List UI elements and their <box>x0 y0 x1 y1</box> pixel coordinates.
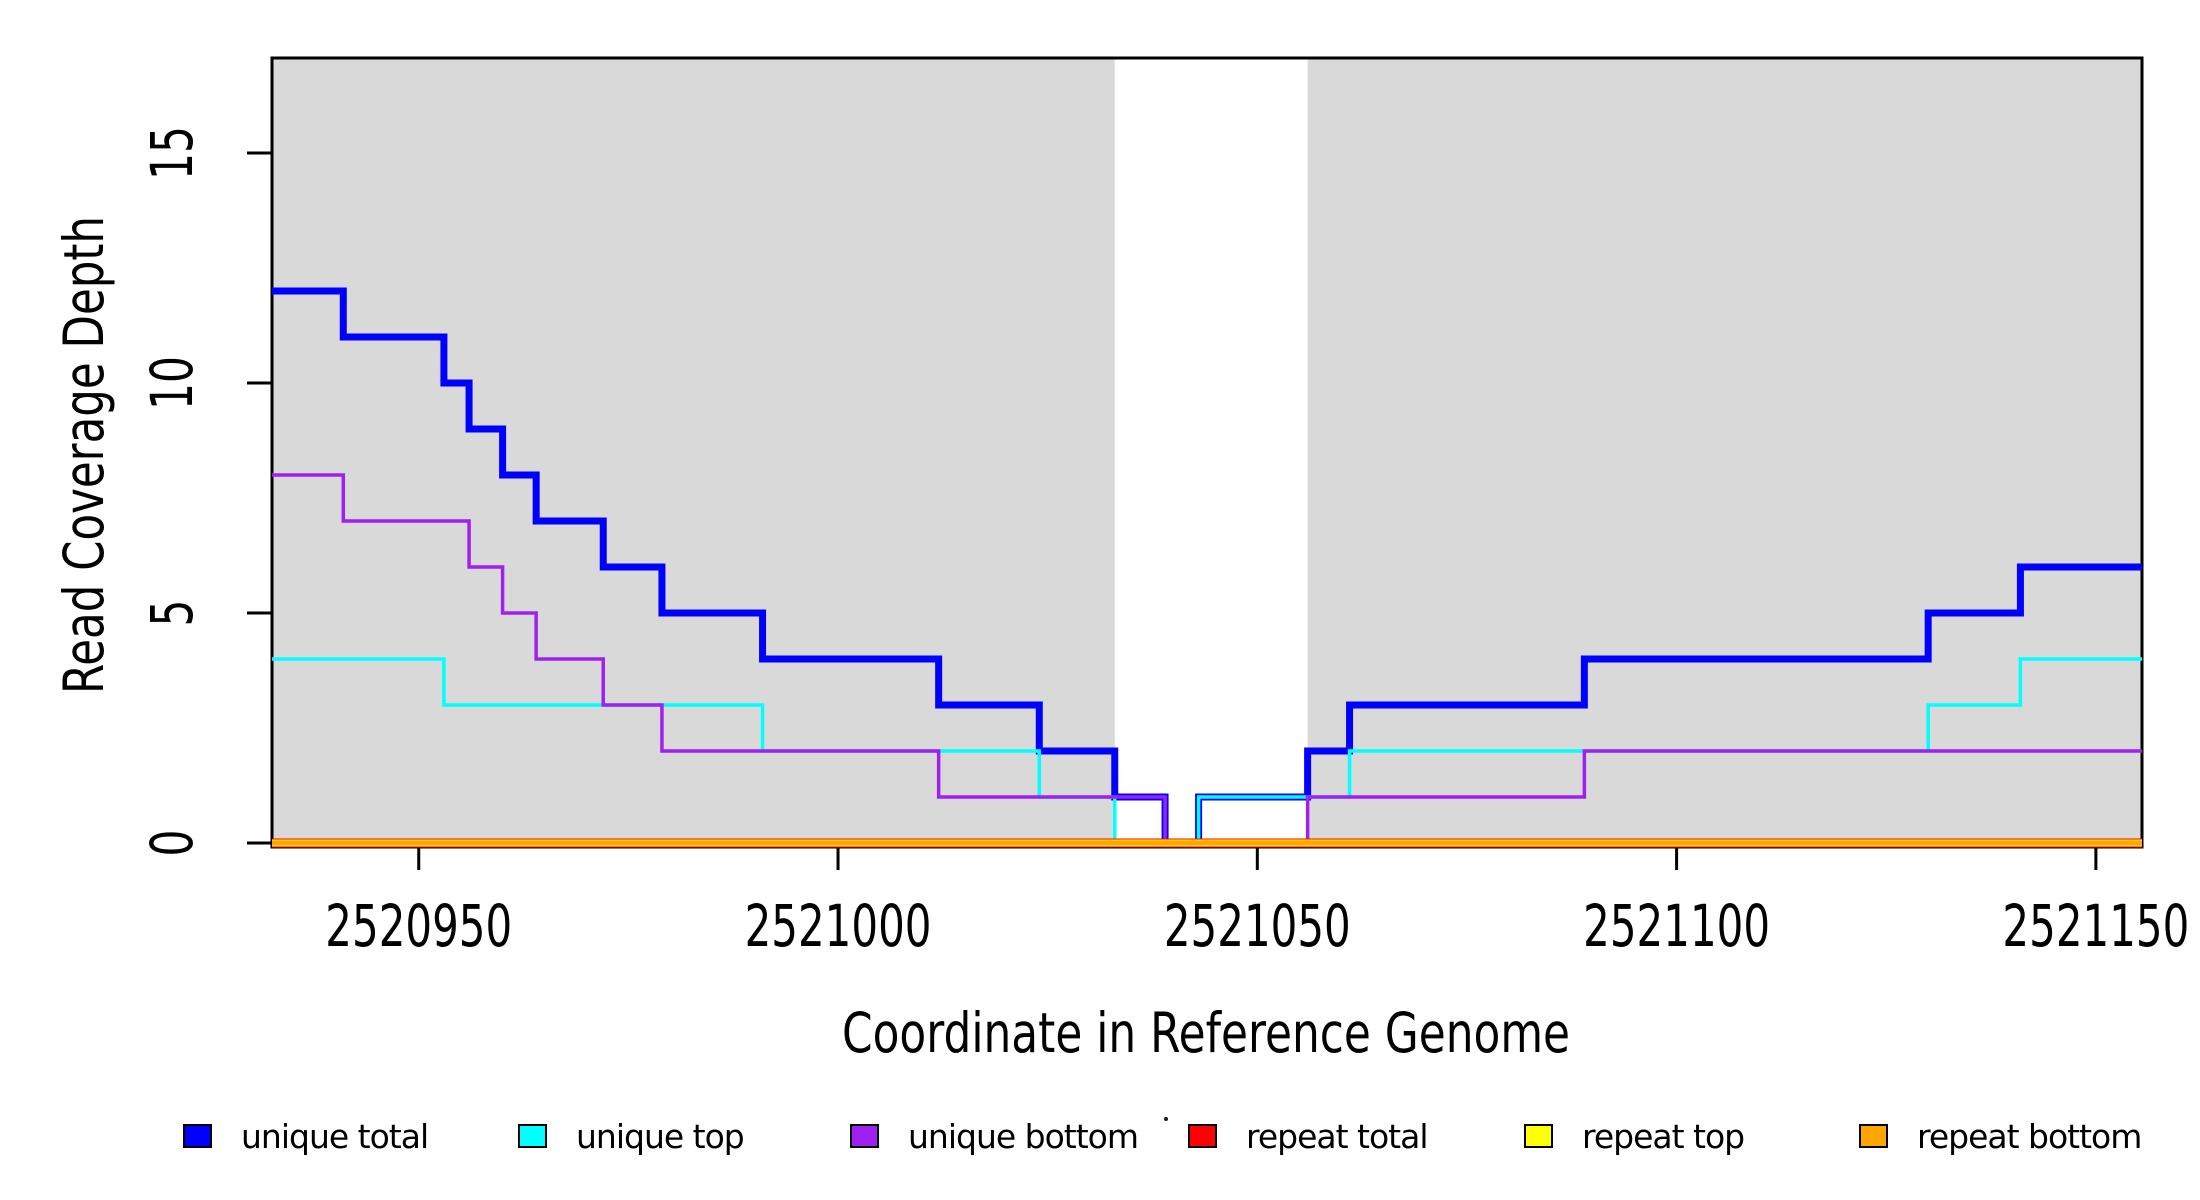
legend-label: unique total <box>241 1116 429 1156</box>
y-tick-label: 15 <box>138 126 206 180</box>
legend-item-unique-top: unique top <box>518 1116 745 1156</box>
x-tick-label: 2521050 <box>1164 892 1351 960</box>
legend-label: unique bottom <box>908 1116 1139 1156</box>
stray-mark <box>1164 1117 1168 1121</box>
x-tick-label: 2521150 <box>2002 892 2189 960</box>
legend-swatch-unique-total <box>183 1124 212 1148</box>
y-tick-label: 10 <box>138 356 206 410</box>
legend-label: repeat bottom <box>1917 1116 2142 1156</box>
x-tick-label: 2520950 <box>325 892 512 960</box>
legend-swatch-unique-top <box>518 1124 547 1148</box>
shaded-region <box>272 58 1115 843</box>
legend-label: repeat total <box>1246 1116 1429 1156</box>
legend-item-repeat-top: repeat top <box>1524 1116 1745 1156</box>
axes: 2520950 2521000 2521050 2521100 2521150 0 5 10 1… <box>138 126 2189 960</box>
series-unique-total <box>272 287 2142 847</box>
x-tick-label: 2521000 <box>745 892 932 960</box>
legend-item-unique-total: unique total <box>183 1116 429 1156</box>
x-tick-label: 2521100 <box>1583 892 1770 960</box>
series-unique-bottom <box>272 473 2142 845</box>
legend: unique total unique top unique bottom repea… <box>0 1116 2200 1166</box>
legend-label: repeat top <box>1582 1116 1745 1156</box>
legend-item-unique-bottom: unique bottom <box>850 1116 1139 1156</box>
legend-swatch-unique-bottom <box>850 1124 879 1148</box>
legend-label: unique top <box>576 1116 745 1156</box>
x-axis-title: Coordinate in Reference Genome <box>842 1001 1570 1065</box>
legend-item-repeat-bottom: repeat bottom <box>1859 1116 2142 1156</box>
y-tick-label: 0 <box>138 830 206 857</box>
shaded-regions <box>272 58 2142 843</box>
legend-swatch-repeat-top <box>1524 1124 1553 1148</box>
legend-swatch-repeat-total <box>1188 1124 1217 1148</box>
y-axis-title: Read Coverage Depth <box>52 216 116 694</box>
y-tick-label: 5 <box>138 600 206 627</box>
legend-item-repeat-total: repeat total <box>1188 1116 1429 1156</box>
shaded-region <box>1307 58 2142 843</box>
legend-swatch-repeat-bottom <box>1859 1124 1888 1148</box>
series-lines <box>272 287 2142 848</box>
